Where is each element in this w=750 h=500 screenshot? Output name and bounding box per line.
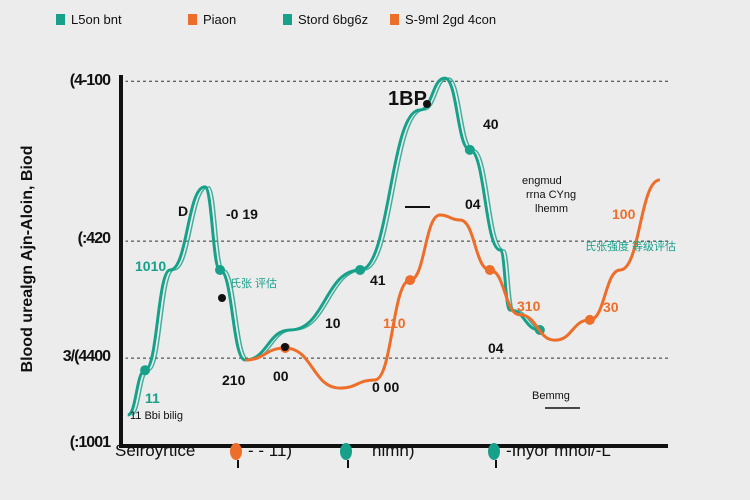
data-point: [464, 144, 475, 155]
y-tick-label: (:420: [77, 230, 111, 247]
x-tick: [347, 460, 349, 468]
annotation: 11 Bbi bilig: [130, 410, 183, 422]
x-tick: [495, 460, 497, 468]
legend-swatch: [390, 14, 399, 25]
data-point: [140, 365, 151, 376]
x-axis-label: Selroyrtice: [115, 441, 196, 460]
annotation: 210: [222, 372, 246, 388]
bottom-legend-label: - - 11): [248, 441, 293, 460]
annotation: lhemm: [535, 203, 569, 215]
y-tick-label: 3/(4400: [62, 348, 111, 365]
annotation: 氏张强度 等级评估: [585, 241, 677, 253]
annotation: rrna CYng: [526, 189, 577, 201]
annotation: 11: [145, 390, 160, 406]
data-point: [215, 264, 226, 275]
legend-item: Stord 6bg6z: [283, 12, 368, 27]
annotation: 00: [273, 368, 289, 384]
data-point: [355, 264, 366, 275]
annotation: 04: [465, 196, 481, 212]
bottom-legend-item: -Inyor mnol/-L: [488, 441, 611, 461]
annotation: 100: [612, 206, 636, 222]
x-axis-title: Selroyrtice: [115, 441, 195, 461]
legend-swatch: [188, 14, 197, 25]
annotation: D: [178, 203, 189, 219]
legend-label: Stord 6bg6z: [298, 12, 369, 27]
annotation: 0 00: [372, 379, 400, 395]
legend-swatch: [283, 14, 292, 25]
legend-item: Piaon: [188, 12, 236, 27]
annotation: 氏张 评估: [230, 278, 278, 290]
legend-label: Piaon: [203, 12, 237, 27]
marker-point: [281, 343, 289, 351]
dot-icon: [230, 442, 242, 460]
series-line: [244, 178, 661, 390]
marker-point: [423, 100, 431, 108]
annotation: Bemmg: [532, 390, 570, 402]
annotation: 10: [325, 315, 341, 331]
annotation: 1010: [135, 258, 167, 274]
bottom-legend-label: nimn): [372, 441, 415, 460]
legend: L5on bnt Piaon Stord 6bg6z S-9ml 2gd 4co…: [0, 12, 750, 32]
legend-item: L5on bnt: [56, 12, 122, 27]
annotation: 41: [370, 272, 386, 288]
y-tick-label: (:1001: [69, 434, 111, 451]
annotation: 30: [603, 299, 619, 315]
axis-inner-line: [124, 75, 668, 443]
annotation: 04: [488, 340, 504, 356]
legend-item: S-9ml 2gd 4con: [390, 12, 496, 27]
annotation: 40: [483, 116, 499, 132]
legend-label: S-9ml 2gd 4con: [405, 12, 497, 27]
annotation: engmud: [522, 175, 562, 187]
annotation: 310: [517, 298, 541, 314]
dot-icon: [340, 442, 352, 460]
x-tick: [237, 460, 239, 468]
legend-label: L5on bnt: [71, 12, 122, 27]
data-point: [405, 275, 416, 286]
y-tick-label: (4-100: [69, 72, 111, 89]
legend-swatch: [56, 14, 65, 25]
annotation: 110: [383, 315, 406, 331]
bottom-legend-item: - - 11): [230, 441, 292, 461]
bottom-legend-item: nimn): [340, 441, 415, 461]
series-line: [126, 76, 541, 417]
dot-icon: [488, 442, 500, 460]
data-point: [584, 314, 595, 325]
marker-point: [218, 294, 226, 302]
data-point: [484, 264, 495, 275]
annotation: 1BP: [388, 88, 427, 110]
axis-lines: [119, 75, 668, 448]
bottom-legend-label: -Inyor mnol/-L: [506, 441, 611, 460]
series-line-shadow: [131, 77, 544, 416]
annotation: -0 19: [226, 206, 258, 222]
